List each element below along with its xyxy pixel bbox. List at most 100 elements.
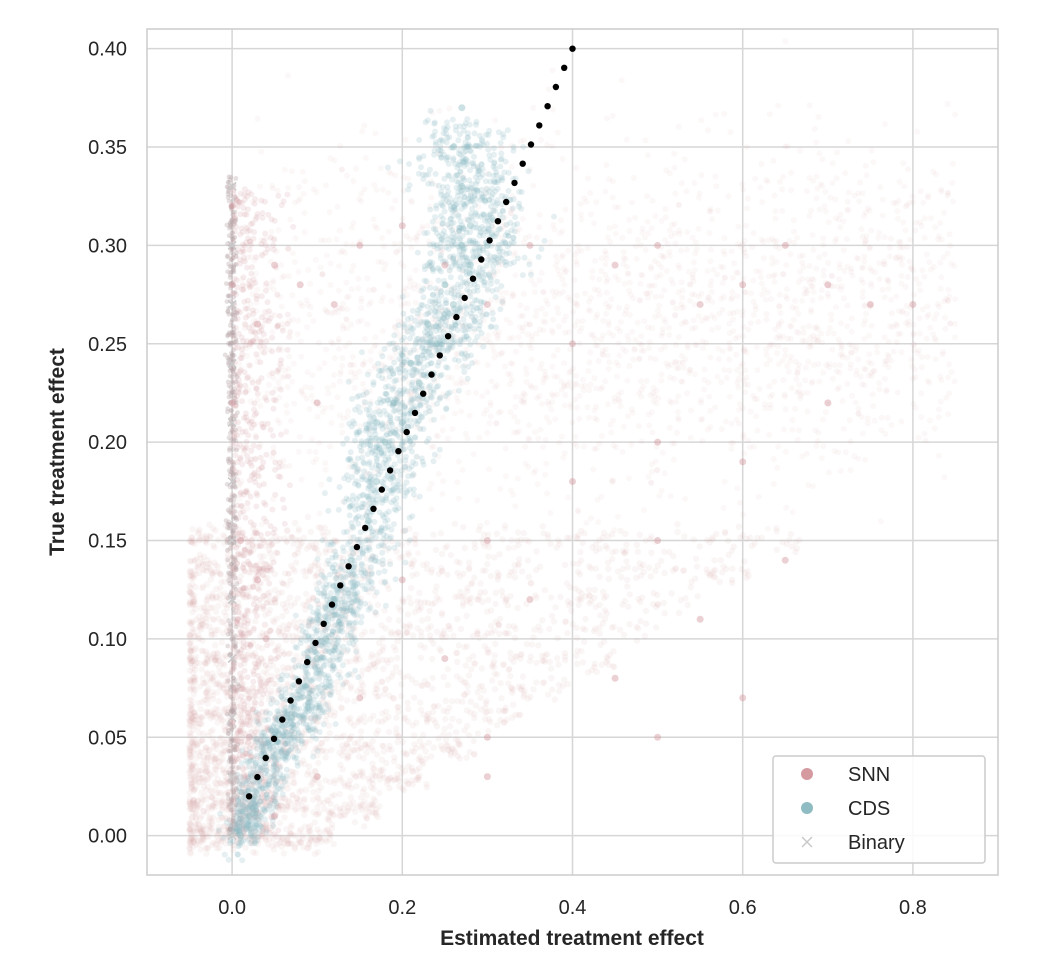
- snn-cloud-point: [217, 827, 224, 834]
- snn-cloud-point: [291, 400, 298, 407]
- snn-cloud-point: [199, 833, 207, 840]
- snn-cloud-point: [945, 286, 952, 293]
- snn-cloud-point: [716, 578, 723, 586]
- snn-cloud-point: [285, 184, 292, 191]
- snn-cloud-point: [579, 625, 587, 632]
- snn-cloud-point: [374, 225, 381, 232]
- snn-cloud-point: [551, 373, 558, 380]
- snn-cloud-point: [193, 616, 200, 623]
- snn-cloud-point: [724, 537, 732, 544]
- snn-cloud-point: [844, 323, 851, 330]
- snn-cloud-point: [810, 276, 817, 283]
- snn-cloud-point: [200, 621, 207, 629]
- snn-cloud-point: [900, 160, 907, 167]
- snn-cloud-point: [415, 774, 422, 781]
- snn-cloud-point: [299, 806, 306, 813]
- snn-cloud-point: [331, 157, 338, 164]
- snn-cloud-point: [918, 390, 925, 397]
- snn-cloud-point: [754, 427, 761, 434]
- snn-cloud-point: [508, 377, 515, 383]
- snn-cloud-point: [777, 310, 784, 316]
- snn-cloud-point: [573, 258, 579, 265]
- snn-cloud-point: [711, 557, 718, 564]
- snn-cloud-point: [467, 698, 474, 705]
- snn-cloud-point: [299, 539, 306, 546]
- snn-cloud-point: [540, 530, 547, 537]
- snn-cloud-point: [806, 102, 813, 109]
- snn-cloud-point: [620, 423, 627, 430]
- snn-cloud-point: [644, 152, 651, 159]
- snn-cloud-point: [562, 392, 569, 399]
- snn-cloud-point: [790, 316, 797, 323]
- snn-cloud-point: [307, 528, 315, 536]
- snn-cloud-point: [358, 806, 366, 814]
- snn-cloud-point: [604, 533, 612, 540]
- snn-cloud-point: [592, 257, 599, 264]
- snn-cloud-point: [586, 600, 593, 607]
- snn-cloud-point: [237, 823, 245, 831]
- snn-cloud-point: [381, 243, 387, 250]
- snn-cloud-point: [435, 433, 441, 440]
- snn-cloud-point: [498, 587, 505, 595]
- snn-cloud-point: [634, 548, 641, 555]
- snn-cloud-point: [267, 797, 274, 804]
- snn-cloud-point: [348, 268, 355, 275]
- snn-cloud-point: [224, 804, 232, 812]
- snn-cloud-point: [666, 324, 672, 331]
- snn-cloud-point: [646, 422, 653, 429]
- snn-cloud-point: [213, 839, 221, 846]
- snn-cloud-point: [689, 274, 696, 281]
- snn-cloud-point: [577, 527, 585, 534]
- snn-cloud-point: [205, 802, 212, 810]
- snn-cloud-point: [747, 408, 754, 415]
- snn-cloud-point: [195, 840, 202, 848]
- snn-cloud-point: [736, 406, 743, 413]
- snn-cloud-point: [226, 789, 233, 797]
- snn-cloud-point: [530, 686, 537, 693]
- snn-cloud-point: [291, 259, 298, 265]
- snn-cloud-point: [251, 836, 259, 843]
- snn-cloud-point: [215, 698, 222, 705]
- snn-cloud-point: [532, 313, 539, 320]
- snn-cloud-point: [606, 329, 613, 336]
- snn-cloud-point: [511, 568, 518, 575]
- snn-cloud-point: [885, 285, 892, 292]
- snn-cloud-point: [317, 834, 324, 841]
- snn-cloud-point: [741, 288, 748, 295]
- snn-cloud-point: [198, 829, 205, 837]
- snn-cloud-point: [374, 813, 381, 821]
- snn-cloud-point: [952, 111, 959, 118]
- snn-cloud-point: [729, 289, 736, 296]
- snn-cloud-point: [294, 595, 301, 602]
- snn-cloud-point: [283, 801, 290, 808]
- snn-cloud-point: [316, 510, 323, 517]
- snn-cloud-point: [900, 219, 907, 226]
- snn-cloud-point: [809, 283, 816, 290]
- snn-cloud-point: [640, 561, 647, 569]
- snn-cloud-point: [192, 653, 200, 661]
- snn-cloud-point: [311, 767, 318, 775]
- snn-cloud-point: [258, 148, 265, 155]
- snn-cloud-point: [588, 515, 594, 522]
- snn-cloud-point: [223, 830, 230, 838]
- snn-cloud-point: [769, 235, 776, 242]
- snn-cloud-point: [271, 795, 278, 803]
- snn-cloud-point: [485, 649, 493, 656]
- snn-cloud-point: [491, 652, 498, 659]
- snn-cloud-point: [951, 378, 958, 385]
- snn-cloud-point: [200, 808, 207, 815]
- snn-cloud-point: [343, 279, 350, 286]
- snn-cloud-point: [297, 300, 304, 307]
- snn-cloud-point: [234, 832, 242, 840]
- snn-cloud-point: [400, 622, 407, 630]
- snn-cloud-point: [769, 260, 776, 267]
- snn-cloud-point: [728, 445, 735, 452]
- snn-cloud-point: [535, 435, 542, 442]
- snn-cloud-point: [937, 285, 944, 292]
- snn-cloud-point: [273, 801, 280, 808]
- snn-cloud-point: [240, 830, 247, 837]
- snn-cloud-point: [307, 835, 314, 842]
- snn-cloud-point: [698, 397, 705, 404]
- snn-cloud-point: [211, 753, 218, 761]
- snn-cloud-point: [218, 837, 226, 844]
